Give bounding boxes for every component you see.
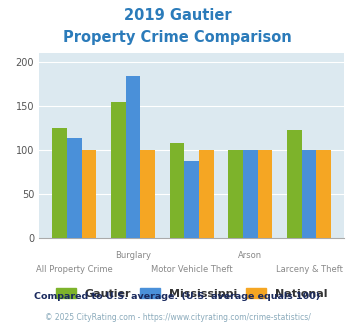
Text: Motor Vehicle Theft: Motor Vehicle Theft: [151, 265, 233, 274]
Bar: [184, 161, 199, 238]
Bar: [316, 149, 331, 238]
Bar: [140, 149, 155, 238]
Text: Compared to U.S. average. (U.S. average equals 100): Compared to U.S. average. (U.S. average …: [34, 292, 321, 301]
Bar: [243, 149, 258, 238]
Text: Larceny & Theft: Larceny & Theft: [276, 265, 343, 274]
Bar: [228, 149, 243, 238]
Text: 2019 Gautier: 2019 Gautier: [124, 8, 231, 23]
Text: © 2025 CityRating.com - https://www.cityrating.com/crime-statistics/: © 2025 CityRating.com - https://www.city…: [45, 313, 310, 322]
Bar: [111, 102, 126, 238]
Bar: [170, 143, 184, 238]
Bar: [199, 149, 214, 238]
Bar: [287, 130, 302, 238]
Bar: [258, 149, 272, 238]
Text: Burglary: Burglary: [115, 251, 151, 260]
Legend: Gautier, Mississippi, National: Gautier, Mississippi, National: [51, 284, 332, 304]
Bar: [82, 149, 96, 238]
Bar: [302, 149, 316, 238]
Bar: [126, 76, 140, 238]
Text: Property Crime Comparison: Property Crime Comparison: [63, 30, 292, 45]
Text: All Property Crime: All Property Crime: [36, 265, 113, 274]
Bar: [52, 128, 67, 238]
Text: Arson: Arson: [238, 251, 262, 260]
Bar: [67, 138, 82, 238]
